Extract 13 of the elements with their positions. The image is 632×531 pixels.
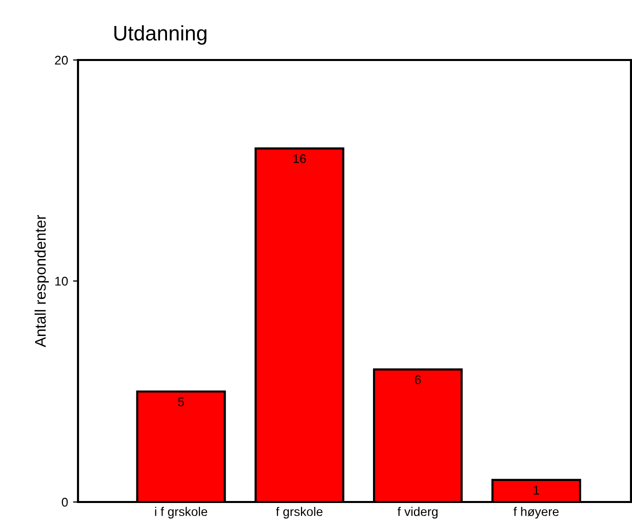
y-tick-label: 10 [55, 276, 68, 286]
y-tick-label: 20 [55, 56, 68, 65]
data-label: 5 [178, 398, 184, 406]
data-label: 16 [293, 154, 306, 164]
y-tick-label: 0 [62, 498, 68, 507]
y-axis-title: Antall respondenter [34, 215, 49, 348]
x-tick-label: f grskole [276, 506, 323, 519]
x-tick-label: i f grskole [155, 506, 208, 519]
data-label: 1 [534, 486, 540, 495]
data-label: 6 [415, 375, 421, 384]
chart-title: Utdanning [114, 25, 206, 45]
x-tick-label: f viderg [398, 506, 438, 519]
x-tick-label: f høyere [514, 506, 559, 519]
